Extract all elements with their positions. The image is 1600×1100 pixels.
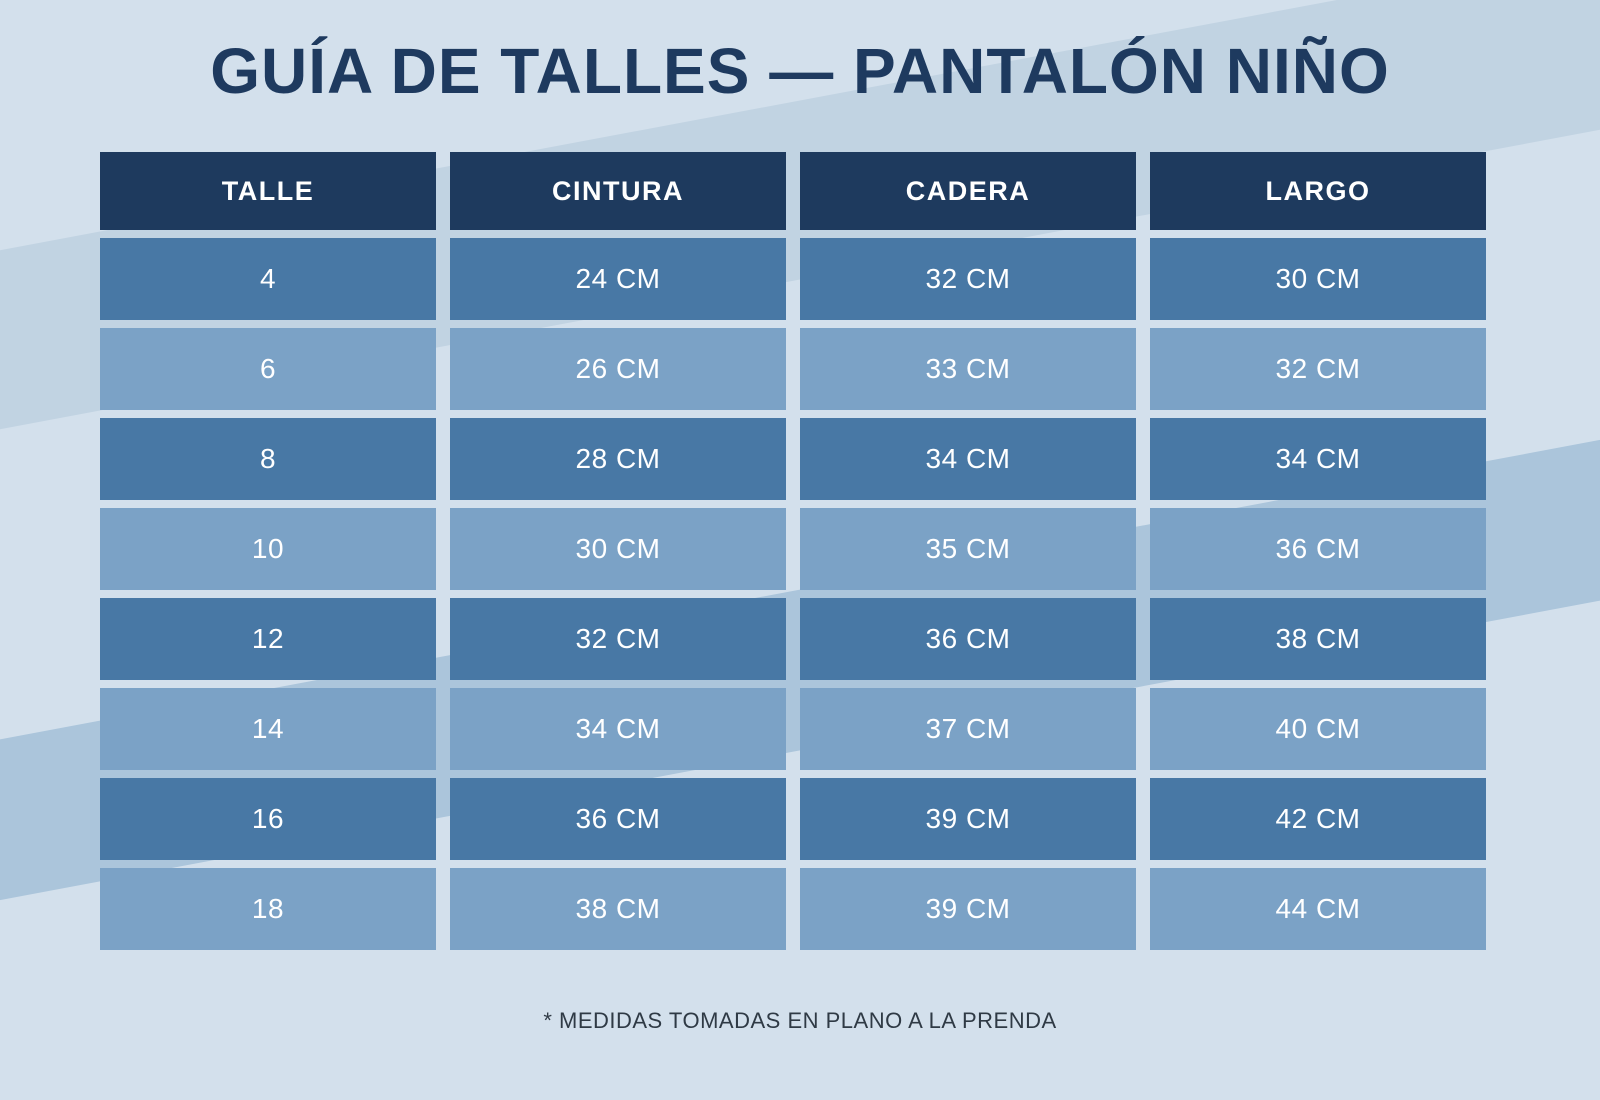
table-cell: 36 CM [1150,508,1486,590]
column-header-cadera: CADERA [800,152,1136,230]
table-cell: 36 CM [800,598,1136,680]
page-title: GUÍA DE TALLES — PANTALÓN NIÑO [210,35,1390,107]
table-cell: 18 [100,868,436,950]
table-cell: 26 CM [450,328,786,410]
table-cell: 40 CM [1150,688,1486,770]
column-header-talle: TALLE [100,152,436,230]
table-cell: 33 CM [800,328,1136,410]
table-cell: 16 [100,778,436,860]
table-cell: 30 CM [450,508,786,590]
table-cell: 6 [100,328,436,410]
column-header-cintura: CINTURA [450,152,786,230]
table-cell: 34 CM [450,688,786,770]
column-header-largo: LARGO [1150,152,1486,230]
table-cell: 34 CM [800,418,1136,500]
table-cell: 32 CM [450,598,786,680]
table-cell: 28 CM [450,418,786,500]
table-cell: 39 CM [800,778,1136,860]
table-cell: 12 [100,598,436,680]
table-cell: 32 CM [800,238,1136,320]
table-cell: 39 CM [800,868,1136,950]
footnote: * MEDIDAS TOMADAS EN PLANO A LA PRENDA [543,1008,1057,1033]
table-cell: 8 [100,418,436,500]
table-cell: 44 CM [1150,868,1486,950]
table-cell: 10 [100,508,436,590]
table-cell: 36 CM [450,778,786,860]
table-cell: 37 CM [800,688,1136,770]
size-table: TALLE CINTURA CADERA LARGO 4 24 CM 32 CM 30 CM 6… [100,152,1486,950]
table-cell: 4 [100,238,436,320]
table-cell: 14 [100,688,436,770]
table-cell: 35 CM [800,508,1136,590]
table-cell: 38 CM [1150,598,1486,680]
table-cell: 38 CM [450,868,786,950]
table-cell: 32 CM [1150,328,1486,410]
table-cell: 24 CM [450,238,786,320]
table-cell: 30 CM [1150,238,1486,320]
table-cell: 34 CM [1150,418,1486,500]
table-cell: 42 CM [1150,778,1486,860]
